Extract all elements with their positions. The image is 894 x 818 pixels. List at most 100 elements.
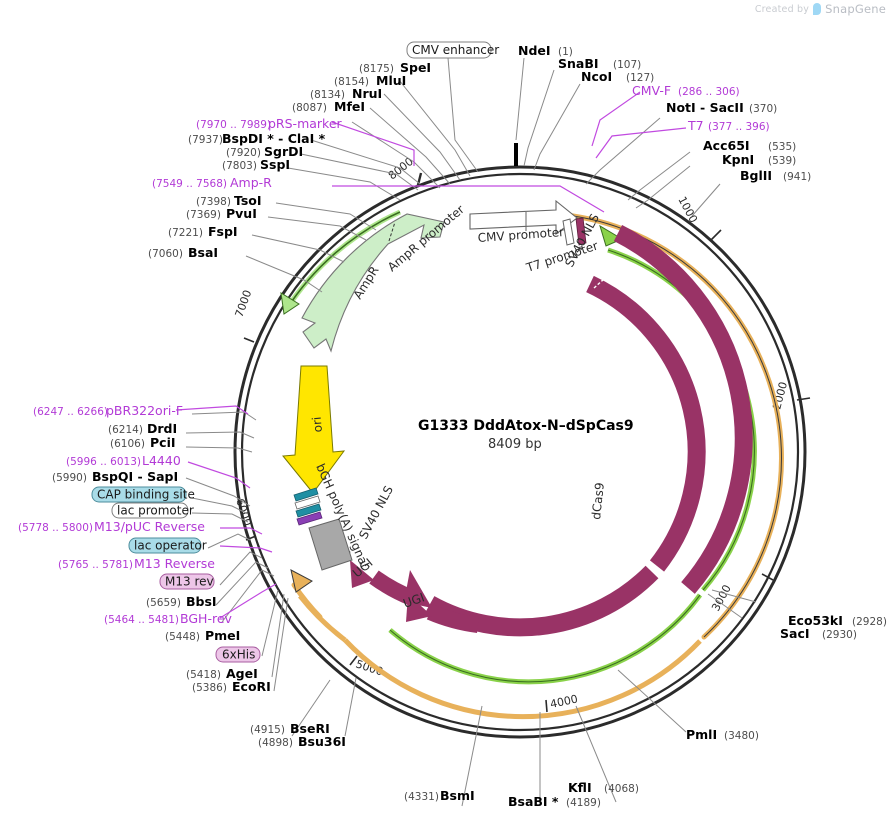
range-m13-puc-reverse: (5778 .. 5800) bbox=[18, 522, 93, 534]
enzyme-eco53ki[interactable]: Eco53kI bbox=[788, 613, 843, 628]
enzyme-sgrdi[interactable]: SgrDI bbox=[264, 144, 303, 159]
range-t7: (377 .. 396) bbox=[708, 121, 770, 133]
enzyme-bbsi[interactable]: BbsI bbox=[186, 594, 217, 609]
enzyme-bsu36i[interactable]: Bsu36I bbox=[298, 734, 346, 749]
t7-promoter-label: T7 promoter bbox=[524, 239, 600, 276]
snapgene-logo-icon bbox=[813, 3, 822, 15]
position-ndei: (1) bbox=[558, 46, 573, 58]
watermark-prefix: Created by bbox=[754, 3, 810, 15]
position-kfli: (4068) bbox=[604, 783, 639, 795]
enzyme-tsoi[interactable]: TsoI bbox=[234, 193, 262, 208]
feature-ring-orange-lower bbox=[343, 638, 702, 720]
enzyme-bsabi[interactable]: BsaBI * bbox=[508, 794, 559, 809]
label-m13-rev[interactable]: M13 rev bbox=[159, 573, 215, 590]
sv40-nls-label-bottom: SV40 NLS bbox=[356, 483, 396, 541]
enzyme-snabi[interactable]: SnaBI bbox=[558, 56, 599, 71]
position-ncoi: (127) bbox=[626, 72, 654, 84]
enzyme-ndei[interactable]: NdeI bbox=[518, 43, 551, 58]
enzyme-sspi[interactable]: SspI bbox=[260, 157, 290, 172]
position-agei: (5418) bbox=[186, 669, 221, 681]
position-bbsi: (5659) bbox=[146, 597, 181, 609]
position-bsai: (7060) bbox=[148, 248, 183, 260]
enzyme-agei[interactable]: AgeI bbox=[226, 666, 258, 681]
ruler-tick-label: 1000 bbox=[675, 194, 700, 225]
label-lac-operator[interactable]: lac operator bbox=[128, 537, 207, 554]
feature-m13-puc-reverse[interactable]: M13/pUC Reverse bbox=[94, 519, 205, 534]
ugi-label-outer: UGI bbox=[401, 590, 426, 611]
orange-arrowhead-icon bbox=[290, 569, 313, 593]
enzyme-bspqi-sapi[interactable]: BspQI - SapI bbox=[92, 469, 178, 484]
feature-l4440[interactable]: L4440 bbox=[142, 453, 181, 468]
position-spei: (8175) bbox=[359, 63, 394, 75]
enzyme-pcii[interactable]: PciI bbox=[150, 435, 176, 450]
label-6xhis[interactable]: 6xHis bbox=[215, 646, 261, 663]
ori-feature-arrow: ori bbox=[282, 365, 346, 494]
enzyme-mfei[interactable]: MfeI bbox=[334, 99, 365, 114]
feature-amp-r[interactable]: Amp-R bbox=[230, 175, 272, 190]
enzyme-bsmi[interactable]: BsmI bbox=[440, 788, 475, 803]
feature-pbr322ori-f[interactable]: pBR322ori-F bbox=[106, 403, 183, 418]
position-mfei: (8087) bbox=[292, 102, 327, 114]
position-bseri: (4915) bbox=[250, 724, 285, 736]
cmv-promoter-label: CMV promoter bbox=[477, 225, 564, 245]
watermark-brand: SnapGene bbox=[825, 2, 886, 16]
enzyme-mlui[interactable]: MluI bbox=[376, 73, 406, 88]
ruler-tick-label: 7000 bbox=[233, 288, 255, 319]
enzyme-spei[interactable]: SpeI bbox=[400, 60, 431, 75]
ruler-tick-label: 4000 bbox=[549, 692, 579, 711]
ori-label: ori bbox=[310, 416, 325, 433]
t7-sv40-glyphs bbox=[562, 217, 587, 246]
enzyme-pmli[interactable]: PmlI bbox=[686, 727, 717, 742]
enzyme-noti-sacii[interactable]: NotI - SacII bbox=[666, 100, 744, 115]
position-pvui: (7369) bbox=[186, 209, 221, 221]
enzyme-kfli[interactable]: KflI bbox=[568, 780, 592, 795]
range-m13-reverse: (5765 .. 5781) bbox=[58, 559, 133, 571]
plasmid-size: 8409 bp bbox=[488, 437, 542, 452]
position-noti-sacii: (370) bbox=[749, 103, 777, 115]
label-group-left: (6247 .. 6266) pBR322ori-F (6214) DrdI (… bbox=[18, 403, 271, 694]
feature-cmv-f[interactable]: CMV-F bbox=[632, 83, 671, 98]
enzyme-ncoi[interactable]: NcoI bbox=[581, 69, 612, 84]
range-amp-r: (7549 .. 7568) bbox=[152, 178, 227, 190]
position-sgrdi: (7920) bbox=[226, 147, 261, 159]
position-bsmi: (4331) bbox=[404, 791, 439, 803]
enzyme-ecori[interactable]: EcoRI bbox=[232, 679, 271, 694]
position-fspi: (7221) bbox=[168, 227, 203, 239]
label-group-right: Eco53kI (2928) SacI (2930) bbox=[780, 613, 887, 641]
enzyme-acc65i[interactable]: Acc65I bbox=[703, 138, 750, 153]
label-cmv-enhancer[interactable]: CMV enhancer bbox=[406, 41, 499, 59]
enzyme-fspi[interactable]: FspI bbox=[208, 224, 238, 239]
feature-ring-orange-lower2 bbox=[298, 594, 347, 642]
position-bglii: (941) bbox=[783, 171, 811, 183]
feature-prs-marker[interactable]: pRS-marker bbox=[268, 116, 343, 131]
label-group-top: CMV enhancer NdeI (1) SnaBI (107) NcoI (… bbox=[406, 41, 811, 183]
enzyme-kpni[interactable]: KpnI bbox=[722, 152, 754, 167]
plasmid-backbone bbox=[233, 165, 807, 739]
feature-m13-reverse[interactable]: M13 Reverse bbox=[134, 556, 215, 571]
range-l4440: (5996 .. 6013) bbox=[66, 456, 141, 468]
feature-t7[interactable]: T7 bbox=[687, 118, 704, 133]
position-mlui: (8154) bbox=[334, 76, 369, 88]
position-acc65i: (535) bbox=[768, 141, 796, 153]
label-group-upper-left: (8175) SpeI (8154) MluI (8134) NruI (808… bbox=[148, 60, 431, 260]
label-lac-promoter[interactable]: lac promoter bbox=[111, 502, 194, 519]
feature-bgh-rev[interactable]: BGH-rev bbox=[180, 611, 233, 626]
position-saci: (2930) bbox=[822, 629, 857, 641]
position-pcii: (6106) bbox=[110, 438, 145, 450]
enzyme-bglii[interactable]: BglII bbox=[740, 168, 772, 183]
enzyme-pvui[interactable]: PvuI bbox=[226, 206, 257, 221]
label-cap-binding-site[interactable]: CAP binding site bbox=[91, 486, 195, 503]
enzyme-bspdi-clai[interactable]: BspDI * - ClaI * bbox=[222, 131, 326, 146]
page-title: G1333 DddAtox-N–dSpCas9 bbox=[418, 418, 634, 434]
enzyme-bsai[interactable]: BsaI bbox=[188, 245, 218, 260]
position-eco53ki: (2928) bbox=[852, 616, 887, 628]
enzyme-bseri[interactable]: BseRI bbox=[290, 721, 330, 736]
enzyme-drdi[interactable]: DrdI bbox=[147, 421, 177, 436]
range-bgh-rev: (5464 .. 5481) bbox=[104, 614, 179, 626]
position-bspdi-clai: (7937) bbox=[188, 134, 223, 146]
enzyme-saci[interactable]: SacI bbox=[780, 626, 810, 641]
m13-rev-label: M13 rev bbox=[165, 575, 214, 589]
enzyme-pmei[interactable]: PmeI bbox=[205, 628, 240, 643]
position-pmli: (3480) bbox=[724, 730, 759, 742]
enzyme-nrui[interactable]: NruI bbox=[352, 86, 382, 101]
